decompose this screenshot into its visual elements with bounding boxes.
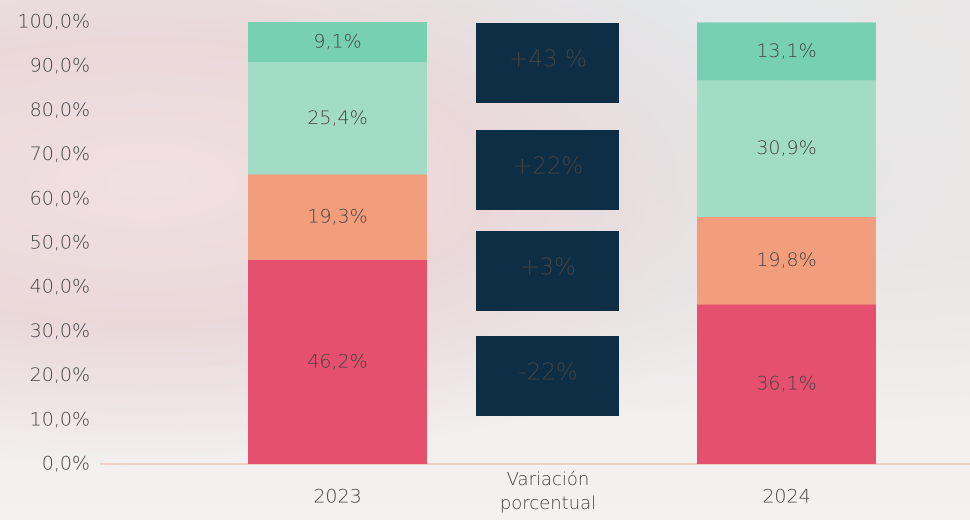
y-tick-label: 100,0% xyxy=(18,11,90,33)
y-tick-label: 80,0% xyxy=(30,99,90,121)
data-label: 19,8% xyxy=(756,249,816,271)
y-tick-label: 0,0% xyxy=(42,453,90,475)
y-tick-label: 50,0% xyxy=(30,232,90,254)
data-label: 30,9% xyxy=(756,137,816,159)
data-label: 9,1% xyxy=(313,31,361,53)
y-tick-label: 40,0% xyxy=(30,276,90,298)
y-tick-label: 90,0% xyxy=(30,55,90,77)
y-tick-label: 70,0% xyxy=(30,143,90,165)
variation-label: -22% xyxy=(518,360,577,386)
data-label: 19,3% xyxy=(307,206,367,228)
y-tick-label: 60,0% xyxy=(30,187,90,209)
y-tick-label: 30,0% xyxy=(30,320,90,342)
variation-label: +43 % xyxy=(509,47,587,73)
data-label: 13,1% xyxy=(756,40,816,62)
y-tick-label: 10,0% xyxy=(30,408,90,430)
data-label: 46,2% xyxy=(307,350,367,372)
data-label: 25,4% xyxy=(307,107,367,129)
x-tick-label: 2024 xyxy=(762,486,810,508)
chart-container: 0,0% 10,0% 20,0% 30,0% 40,0% 50,0% 60,0% 70,0% 8… xyxy=(0,0,970,520)
chart: 0,0% 10,0% 20,0% 30,0% 40,0% 50,0% 60,0% 70,0% 8… xyxy=(0,0,970,520)
x-tick-label: Variación porcentual xyxy=(478,468,618,516)
y-tick-label: 20,0% xyxy=(30,364,90,386)
variation-label: +22% xyxy=(513,154,583,180)
data-label: 36,1% xyxy=(756,373,816,395)
x-tick-label: 2023 xyxy=(313,486,361,508)
variation-label: +3% xyxy=(520,255,576,281)
